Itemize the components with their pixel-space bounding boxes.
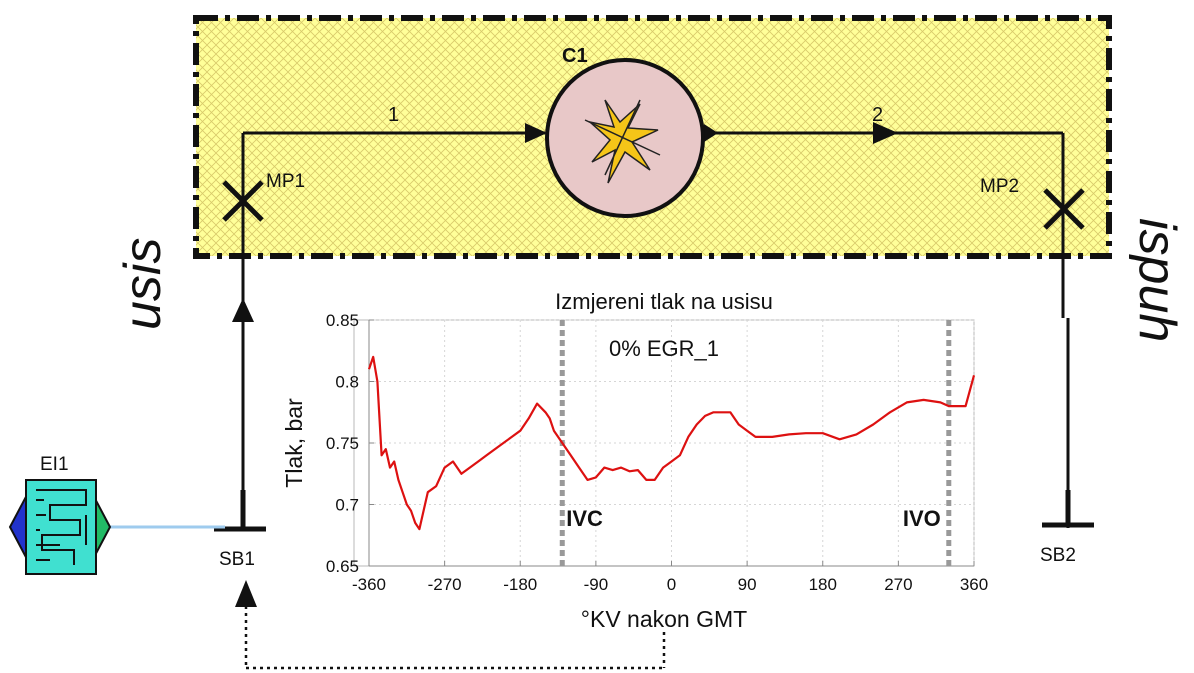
chart-y-axis-label: Tlak, bar	[281, 398, 307, 488]
chart-series-line	[367, 355, 976, 531]
chart-grid	[368, 319, 975, 567]
x-tick-label: 360	[960, 575, 988, 594]
x-tick-label: -90	[584, 575, 609, 594]
x-tick-label: -270	[428, 575, 462, 594]
x-tick-label: 90	[738, 575, 757, 594]
annotation-label: IVO	[903, 506, 941, 531]
x-tick-label: -360	[352, 575, 386, 594]
x-tick-label: 180	[809, 575, 837, 594]
x-tick-label: -180	[503, 575, 537, 594]
side-label-right: ispuh	[1128, 218, 1186, 342]
annotation-label: IVC	[566, 506, 603, 531]
sb1-label: SB1	[219, 549, 255, 570]
y-tick-label: 0.7	[335, 496, 359, 515]
y-tick-label: 0.65	[326, 557, 359, 576]
chart-y-tick-labels: 0.65 0.7 0.75 0.8 0.85	[326, 311, 374, 576]
mp1-label: MP1	[266, 171, 305, 192]
pipe-arrow-up	[232, 298, 254, 322]
y-tick-label: 0.8	[335, 373, 359, 392]
sb2-label: SB2	[1040, 545, 1076, 566]
combustion-spark-icon	[584, 99, 661, 184]
chart-title: Izmjereni tlak na usisu	[555, 289, 773, 314]
mp1-cross-icon	[222, 180, 264, 222]
pipe-label-1: 1	[388, 104, 399, 126]
sb2-boundary-icon	[1042, 490, 1094, 528]
chart-annotation-labels: IVC IVO	[566, 506, 941, 531]
pipe-arrow-right-1	[525, 123, 547, 143]
mp2-cross-icon	[1043, 188, 1085, 230]
y-tick-label: 0.75	[326, 434, 359, 453]
x-tick-label: 270	[884, 575, 912, 594]
sb1-boundary-icon	[214, 490, 266, 532]
cylinder-label: C1	[562, 45, 588, 67]
pipe-arrow-right-2	[873, 122, 898, 144]
chart-x-tick-labels: -360 -270 -180 -90 0 90 180 270 360	[352, 561, 988, 594]
cylinder-outlet-arrow	[704, 124, 718, 142]
mp2-label: MP2	[980, 176, 1019, 197]
chart-subtitle: 0% EGR_1	[609, 336, 719, 361]
chart-x-axis-label: °KV nakon GMT	[581, 606, 747, 632]
pipe-label-2: 2	[872, 104, 883, 126]
feedback-arrow-up	[235, 580, 257, 607]
ei1-element-icon	[8, 479, 112, 575]
y-tick-label: 0.85	[326, 311, 359, 330]
ei1-label: EI1	[40, 454, 69, 475]
side-label-left: usis	[114, 238, 172, 330]
x-tick-label: 0	[667, 575, 676, 594]
feedback-dotted-line	[244, 606, 666, 670]
